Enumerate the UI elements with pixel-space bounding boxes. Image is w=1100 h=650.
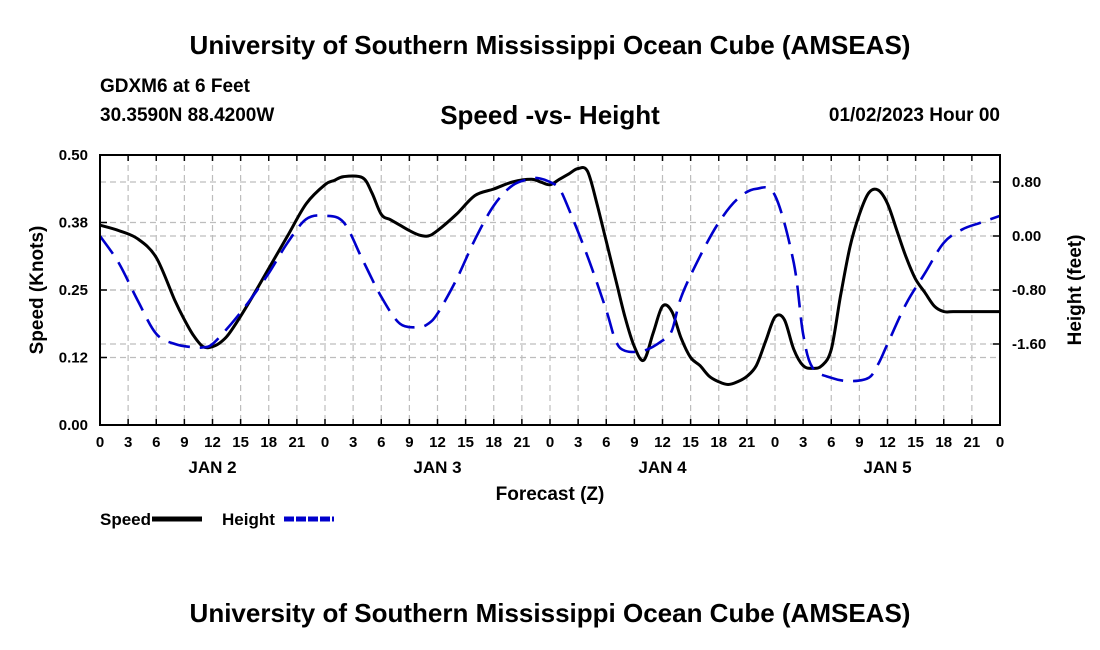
x-tick-label: 0 [321,434,329,451]
x-tick-label: 3 [574,434,582,451]
series-line-height [98,176,1001,383]
y-right-tick-label: -1.60 [1012,336,1046,353]
x-tick-label: 12 [654,434,671,451]
station-label: GDXM6 at 6 Feet [100,76,250,97]
coordinates-label: 30.3590N 88.4200W [100,105,275,126]
x-tick-label: 12 [879,434,896,451]
chart-title: Speed -vs- Height [440,100,660,130]
legend-label-speed: Speed [100,510,151,529]
y-right-tick-label: 0.80 [1012,174,1041,191]
x-tick-label: 21 [964,434,981,451]
x-tick-label: 15 [682,434,699,451]
page-title: University of Southern Mississippi Ocean… [189,30,911,60]
x-tick-label: 6 [602,434,610,451]
x-tick-label: 21 [739,434,756,451]
y-axis-right-label: Height (feet) [1065,235,1086,346]
x-tick-label: 12 [204,434,221,451]
y-left-tick-label: 0.38 [59,215,88,232]
x-tick-label: 0 [771,434,779,451]
x-tick-label: 18 [485,434,502,451]
day-label: JAN 2 [188,458,236,477]
x-tick-label: 15 [457,434,474,451]
x-tick-label: 18 [935,434,952,451]
y-left-tick-label: 0.12 [59,350,88,367]
x-tick-label: 6 [827,434,835,451]
series-line-speed [99,166,1000,386]
x-tick-label: 3 [124,434,132,451]
x-tick-label: 12 [429,434,446,451]
x-tick-label: 18 [260,434,277,451]
x-tick-label: 6 [377,434,385,451]
series-group [98,166,1001,386]
y-right-tick-label: -0.80 [1012,282,1046,299]
y-left-tick-label: 0.00 [59,417,88,434]
x-tick-label: 21 [289,434,306,451]
grid [100,155,1000,425]
day-label: JAN 3 [413,458,461,477]
x-tick-label: 3 [349,434,357,451]
x-tick-label: 0 [546,434,554,451]
x-tick-label: 9 [855,434,863,451]
y-left-tick-label: 0.25 [59,282,88,299]
x-tick-label: 9 [180,434,188,451]
x-tick-label: 18 [710,434,727,451]
x-tick-label: 6 [152,434,160,451]
x-tick-label: 9 [630,434,638,451]
x-tick-label: 21 [514,434,531,451]
x-tick-label: 15 [232,434,249,451]
legend: Speed Height [100,510,334,529]
datetime-label: 01/02/2023 Hour 00 [828,105,1000,126]
x-tick-label: 9 [405,434,413,451]
x-axis-label: Forecast (Z) [496,484,605,505]
axes: 0 3 6 9 12 15 18 21 0 3 6 9 12 15 18 21 0 3 6 9 12 15 18 21 0 3 6 9… [59,147,1046,477]
footer-title: University of Southern Mississippi Ocean… [189,598,911,628]
day-label: JAN 4 [638,458,687,477]
x-tick-label: 15 [907,434,924,451]
y-left-tick-label: 0.50 [59,147,88,164]
x-tick-label: 3 [799,434,807,451]
legend-label-height: Height [222,510,275,529]
y-right-tick-label: 0.00 [1012,228,1041,245]
y-axis-left-label: Speed (Knots) [27,226,48,355]
x-tick-label: 0 [96,434,104,451]
x-tick-label: 0 [996,434,1004,451]
day-label: JAN 5 [863,458,911,477]
